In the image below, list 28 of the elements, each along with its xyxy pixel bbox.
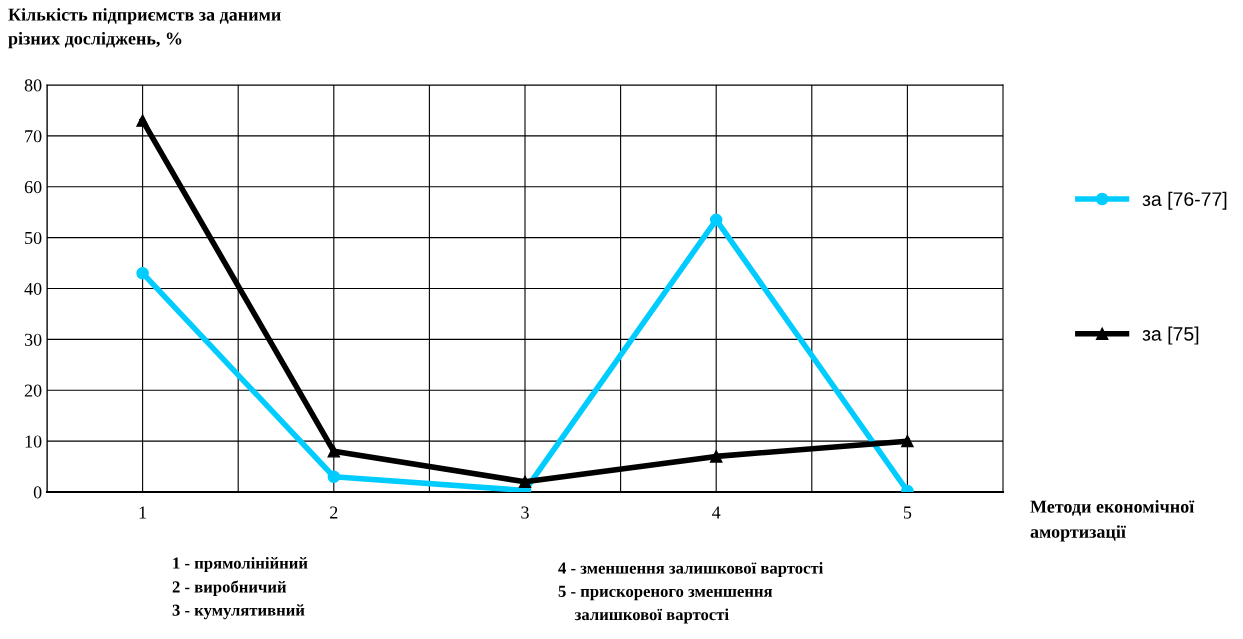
point — [327, 445, 341, 458]
point — [136, 114, 149, 127]
x-tick-label: 5 — [903, 506, 912, 519]
y-tick-label: 70 — [25, 130, 42, 143]
y-tick-label: 20 — [24, 384, 42, 397]
y-tick-label: 40 — [24, 282, 42, 295]
point — [901, 434, 914, 448]
point — [709, 450, 723, 463]
x-tick-label: 1 — [139, 506, 147, 519]
x-axis-title: Методи економічної амортизації — [1030, 500, 1195, 542]
y-tick-label: 30 — [24, 333, 42, 346]
x-tick-label: 2 — [330, 506, 338, 519]
point — [709, 213, 723, 227]
x-tick-label: 3 — [521, 506, 529, 519]
point — [327, 470, 341, 483]
legend-label: за [75] — [1142, 326, 1199, 345]
y-axis-title: Кількість підприємств за даними різних досліджень, % — [8, 8, 281, 49]
y-tick-label: 50 — [25, 231, 42, 245]
y-tick-label: 80 — [24, 79, 42, 92]
y-tick-label: 60 — [24, 181, 42, 194]
point — [136, 266, 149, 280]
y-tick-label: 10 — [25, 435, 42, 448]
text: 4 - зменшення залишкової вартості 5 - прискореного зменшення залишкової вартості — [558, 562, 824, 624]
x-tick-label: 4 — [712, 506, 721, 519]
legend-label: за [76-77] — [1142, 191, 1227, 210]
point — [518, 475, 532, 489]
text: 1 - прямолінійний 2 - виробничий 3 - кумулятивний — [172, 557, 308, 620]
y-tick-label: 0 — [33, 486, 42, 499]
